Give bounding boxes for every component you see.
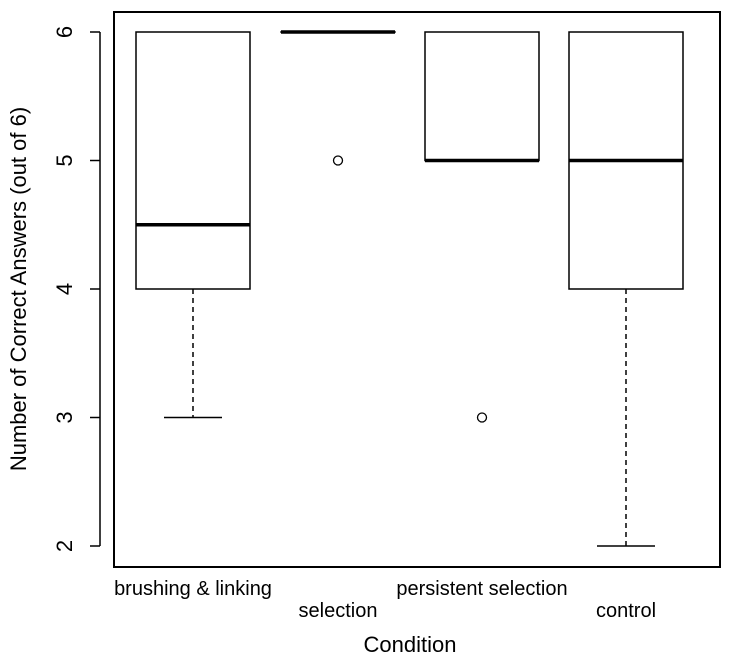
y-axis-title: Number of Correct Answers (out of 6) (6, 107, 31, 471)
box-4 (569, 32, 683, 546)
x-tick-label: control (596, 600, 656, 622)
x-tick-label: persistent selection (396, 578, 567, 600)
x-tick-label: selection (299, 600, 378, 622)
box-3 (425, 32, 539, 422)
box-body (136, 32, 250, 289)
y-tick-label: 4 (52, 283, 77, 295)
y-axis: 2 3 4 5 6 (52, 26, 100, 552)
boxplot-series (136, 32, 683, 546)
outlier-point (478, 413, 487, 422)
x-axis-labels: brushing & linking selection persistent se… (114, 578, 656, 622)
box-body (425, 32, 539, 161)
x-tick-label: brushing & linking (114, 578, 272, 600)
y-tick-label: 6 (52, 26, 77, 38)
box-2 (281, 32, 395, 165)
y-tick-label: 5 (52, 154, 77, 166)
box-1 (136, 32, 250, 418)
y-tick-label: 3 (52, 411, 77, 423)
outlier-point (334, 156, 343, 165)
x-axis-title: Condition (364, 632, 457, 657)
y-tick-label: 2 (52, 540, 77, 552)
